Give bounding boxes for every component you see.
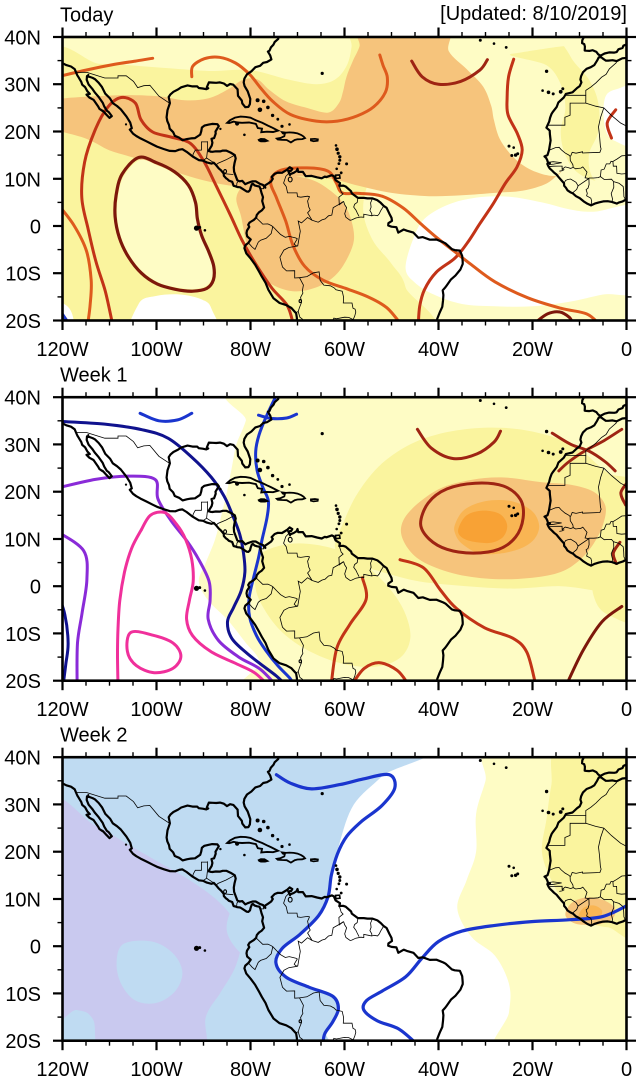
svg-text:Week 1: Week 1 xyxy=(60,365,127,387)
svg-text:10S: 10S xyxy=(5,624,41,646)
svg-text:[Updated: 8/10/2019]: [Updated: 8/10/2019] xyxy=(440,3,627,25)
svg-text:20W: 20W xyxy=(512,699,553,721)
svg-text:0: 0 xyxy=(621,339,632,361)
svg-text:20S: 20S xyxy=(5,311,41,333)
svg-text:0: 0 xyxy=(621,699,632,721)
svg-text:20W: 20W xyxy=(512,1059,553,1081)
svg-text:120W: 120W xyxy=(36,339,88,361)
svg-text:100W: 100W xyxy=(130,1059,182,1081)
svg-text:80W: 80W xyxy=(230,699,271,721)
svg-text:40N: 40N xyxy=(4,28,41,50)
svg-text:60W: 60W xyxy=(324,339,365,361)
svg-text:Week 2: Week 2 xyxy=(60,725,127,747)
svg-text:40N: 40N xyxy=(4,388,41,410)
svg-text:0: 0 xyxy=(621,1059,632,1081)
svg-text:100W: 100W xyxy=(130,339,182,361)
svg-text:20S: 20S xyxy=(5,671,41,693)
svg-text:40W: 40W xyxy=(418,699,459,721)
svg-text:0: 0 xyxy=(30,937,41,959)
svg-text:40N: 40N xyxy=(4,748,41,770)
svg-text:40W: 40W xyxy=(418,1059,459,1081)
svg-text:10S: 10S xyxy=(5,984,41,1006)
svg-text:10N: 10N xyxy=(4,890,41,912)
svg-text:10N: 10N xyxy=(4,169,41,191)
svg-text:80W: 80W xyxy=(230,339,271,361)
svg-text:30N: 30N xyxy=(4,795,41,817)
svg-text:0: 0 xyxy=(30,577,41,599)
svg-text:100W: 100W xyxy=(130,699,182,721)
svg-text:40W: 40W xyxy=(418,339,459,361)
svg-text:60W: 60W xyxy=(324,1059,365,1081)
svg-text:60W: 60W xyxy=(324,699,365,721)
svg-text:30N: 30N xyxy=(4,435,41,457)
svg-text:20S: 20S xyxy=(5,1031,41,1053)
svg-text:0: 0 xyxy=(30,217,41,239)
svg-text:10S: 10S xyxy=(5,264,41,286)
svg-text:20N: 20N xyxy=(4,482,41,504)
svg-text:80W: 80W xyxy=(230,1059,271,1081)
svg-text:30N: 30N xyxy=(4,75,41,97)
svg-text:20W: 20W xyxy=(512,339,553,361)
svg-text:120W: 120W xyxy=(36,1059,88,1081)
svg-text:120W: 120W xyxy=(36,699,88,721)
svg-text:Today: Today xyxy=(60,5,113,27)
svg-text:20N: 20N xyxy=(4,122,41,144)
svg-text:10N: 10N xyxy=(4,530,41,552)
svg-text:20N: 20N xyxy=(4,842,41,864)
